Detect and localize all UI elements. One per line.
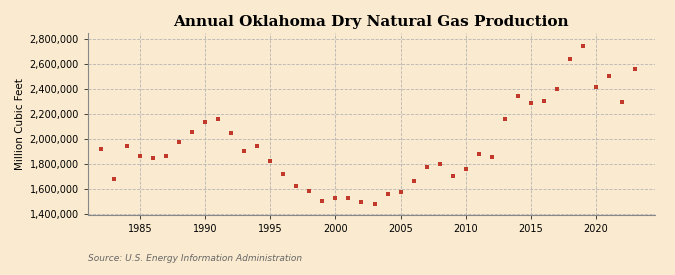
Point <box>304 189 315 193</box>
Point <box>526 101 537 105</box>
Point <box>603 73 614 78</box>
Point <box>578 43 589 48</box>
Point <box>343 196 354 200</box>
Point <box>317 199 328 203</box>
Point <box>408 178 419 183</box>
Point <box>278 172 289 177</box>
Point <box>500 117 510 122</box>
Point <box>330 196 341 200</box>
Point <box>122 144 132 148</box>
Point <box>460 167 471 172</box>
Point <box>369 202 380 207</box>
Point <box>421 165 432 169</box>
Point <box>95 147 106 152</box>
Point <box>225 131 236 135</box>
Point <box>617 100 628 104</box>
Point <box>539 98 549 103</box>
Point <box>291 183 302 188</box>
Point <box>630 67 641 72</box>
Point <box>487 155 497 159</box>
Point <box>448 174 458 178</box>
Point <box>265 158 275 163</box>
Point <box>382 192 393 197</box>
Point <box>591 85 601 89</box>
Point <box>512 94 523 98</box>
Point <box>252 144 263 148</box>
Point <box>551 87 562 92</box>
Point <box>161 153 171 158</box>
Point <box>134 153 145 158</box>
Point <box>239 148 250 153</box>
Point <box>173 140 184 144</box>
Y-axis label: Million Cubic Feet: Million Cubic Feet <box>15 78 25 170</box>
Point <box>434 162 445 167</box>
Point <box>148 156 159 160</box>
Point <box>395 190 406 194</box>
Title: Annual Oklahoma Dry Natural Gas Production: Annual Oklahoma Dry Natural Gas Producti… <box>173 15 569 29</box>
Text: Source: U.S. Energy Information Administration: Source: U.S. Energy Information Administ… <box>88 254 302 263</box>
Point <box>356 200 367 204</box>
Point <box>213 117 223 122</box>
Point <box>473 152 484 157</box>
Point <box>200 120 211 124</box>
Point <box>564 57 575 62</box>
Point <box>109 177 119 182</box>
Point <box>186 130 197 134</box>
